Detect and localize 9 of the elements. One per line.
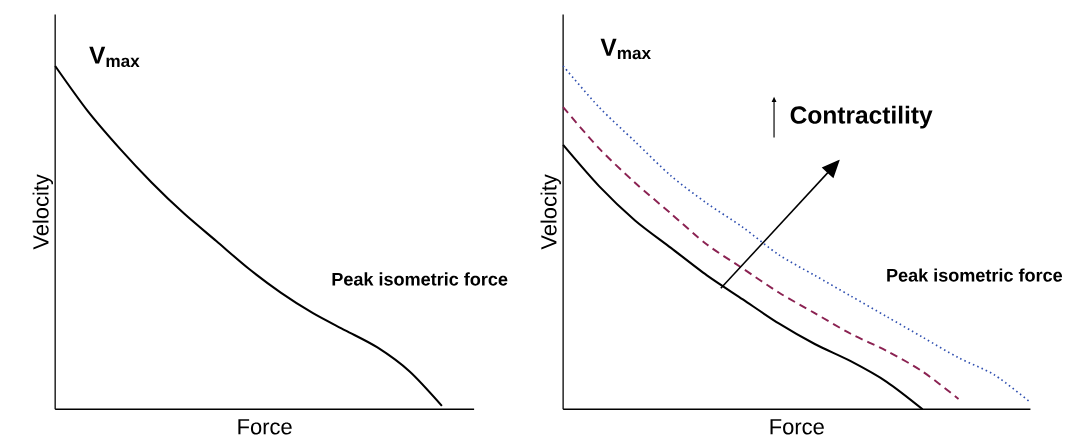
annotation: Peak isometric force — [887, 268, 1063, 282]
y-axis-title: Velocity — [540, 174, 561, 250]
x-axis-title: Force — [238, 419, 292, 435]
annotation: Contractility — [790, 105, 933, 129]
x-axis-title: Force — [770, 419, 824, 435]
y-axis-title: Velocity — [32, 174, 54, 250]
annotation: V$_{max}$ — [89, 46, 140, 68]
annotation: Peak isometric force — [332, 272, 508, 286]
text: V$_{max}$ — [600, 38, 651, 60]
